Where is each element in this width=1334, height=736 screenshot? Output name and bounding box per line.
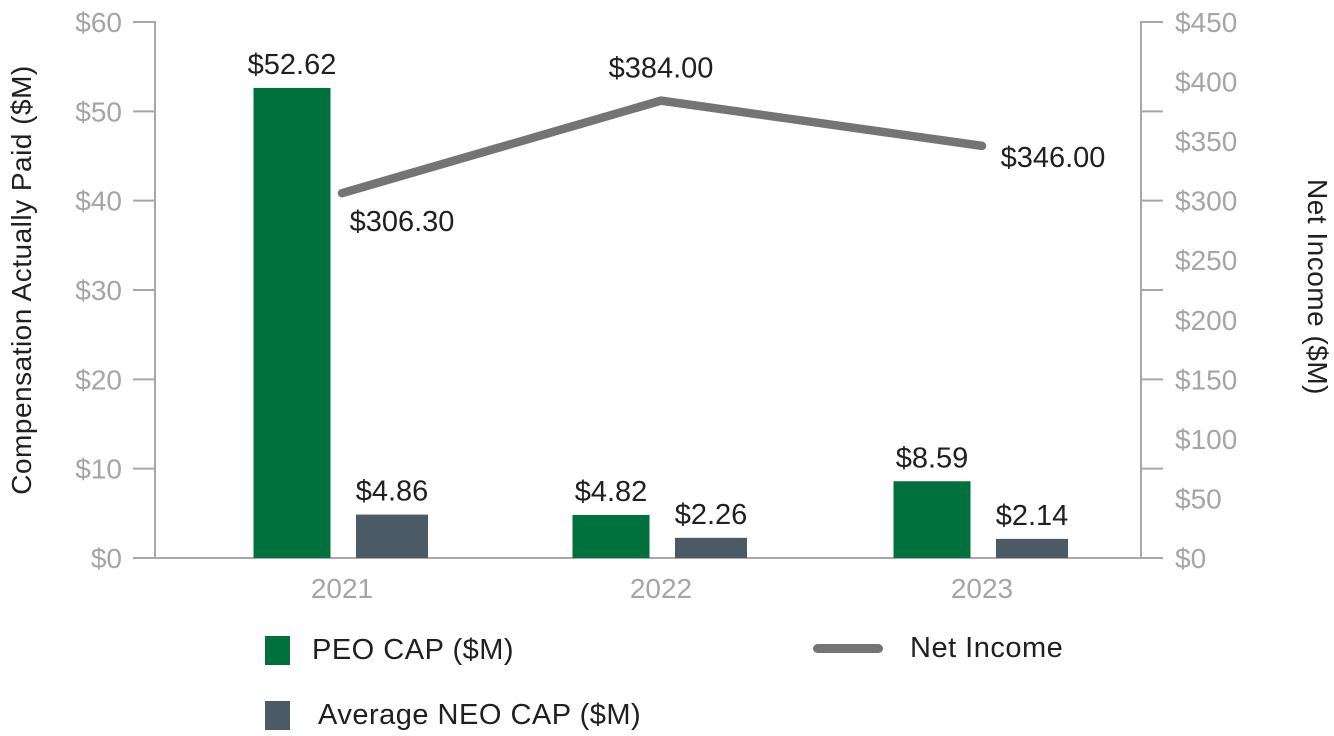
- x-axis-category-label: 2023: [951, 573, 1013, 604]
- x-axis-category-label: 2022: [630, 573, 692, 604]
- right-axis-tick-label: $300: [1175, 186, 1237, 217]
- left-axis-tick-label: $60: [75, 7, 122, 38]
- right-axis-tick-label: $50: [1175, 483, 1222, 514]
- bar-value-label: $4.86: [356, 476, 429, 508]
- legend-label-net-income: Net Income: [910, 632, 1064, 664]
- right-axis-tick-label: $150: [1175, 364, 1237, 395]
- bar-neo-cap-2021: [356, 514, 428, 558]
- net-income-line-swatch-icon: [813, 644, 883, 653]
- net-income-line: [337, 96, 987, 198]
- right-axis-tick-label: $200: [1175, 305, 1237, 336]
- left-axis-tick-label: $0: [91, 543, 122, 574]
- left-axis-tick-label: $10: [75, 454, 122, 485]
- bar-neo-cap-2022: [675, 537, 747, 558]
- legend-item-net-income: Net Income: [813, 632, 1064, 664]
- left-axis-tick-label: $40: [75, 186, 122, 217]
- right-axis-tick-label: $250: [1175, 245, 1237, 276]
- left-axis-tick-label: $50: [75, 96, 122, 127]
- bar-neo-cap-2023: [996, 538, 1068, 558]
- right-axis-title: Net Income ($M): [1302, 179, 1333, 395]
- left-axis-tick-label: $20: [75, 364, 122, 395]
- bar-peo-cap-2022: [572, 514, 650, 558]
- right-axis-tick-label: $350: [1175, 126, 1237, 157]
- peo-cap-swatch-icon: [265, 636, 290, 665]
- bar-peo-cap-2023: [893, 481, 971, 558]
- right-axis-tick-label: $0: [1175, 543, 1206, 574]
- legend-item-peo-cap: PEO CAP ($M): [265, 634, 514, 667]
- bar-value-label: $2.14: [996, 500, 1069, 532]
- x-axis-category-label: 2021: [311, 573, 373, 604]
- legend-label-peo-cap: PEO CAP ($M): [312, 634, 515, 666]
- bar-value-label: $2.26: [675, 499, 748, 531]
- neo-cap-swatch-icon: [265, 701, 290, 730]
- bar-value-label: $8.59: [896, 442, 969, 474]
- legend-label-neo-cap: Average NEO CAP ($M): [318, 699, 642, 731]
- bar-value-label: $52.62: [248, 49, 337, 81]
- left-axis-tick-label: $30: [75, 275, 122, 306]
- right-axis-tick-label: $450: [1175, 7, 1237, 38]
- line-value-label: $346.00: [1001, 142, 1106, 174]
- right-axis-tick-label: $400: [1175, 67, 1237, 98]
- bar-peo-cap-2021: [253, 87, 331, 558]
- line-value-label: $306.30: [350, 206, 455, 238]
- line-value-label: $384.00: [609, 53, 714, 85]
- bar-value-label: $4.82: [575, 476, 648, 508]
- right-axis-tick-label: $100: [1175, 424, 1237, 455]
- legend-item-neo-cap: Average NEO CAP ($M): [265, 699, 641, 732]
- left-axis-title: Compensation Actually Paid ($M): [6, 65, 37, 495]
